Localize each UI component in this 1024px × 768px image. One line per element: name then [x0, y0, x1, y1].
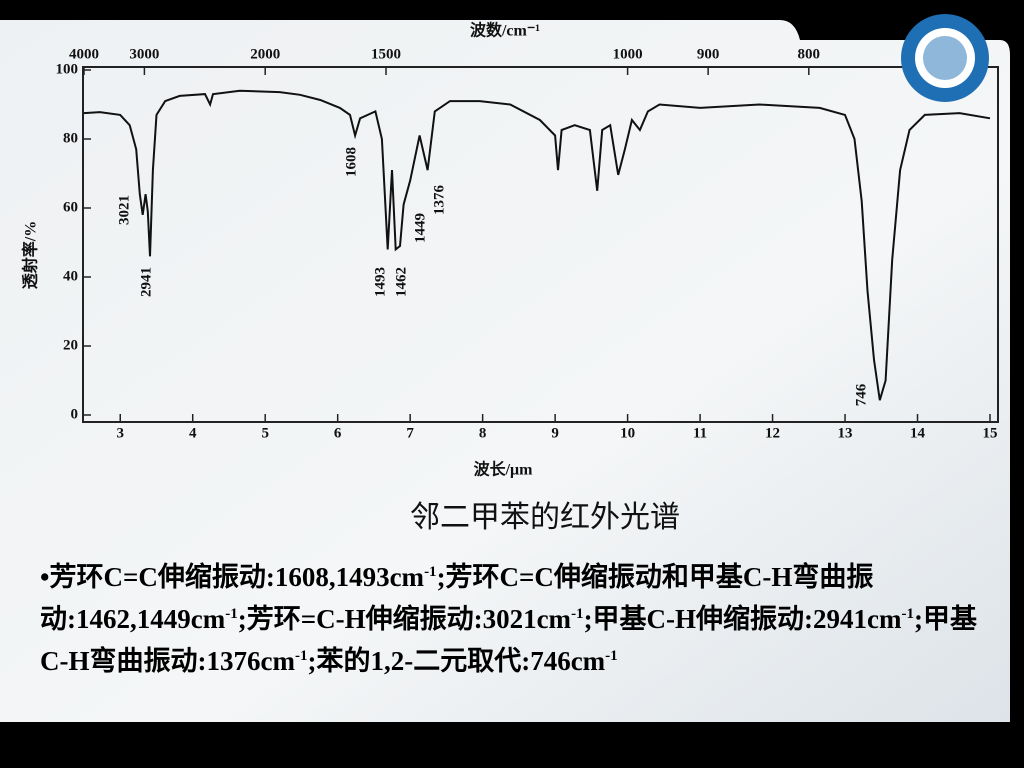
x-tick-label: 3	[116, 425, 124, 441]
y-tick-label: 60	[63, 199, 78, 215]
x2-tick-label: 900	[697, 46, 720, 62]
y-tick-label: 100	[56, 61, 79, 77]
x2-tick-label: 3000	[129, 46, 159, 62]
description-text: ;苯的1,2-二元取代:746cm	[307, 646, 606, 676]
x-tick-label: 9	[551, 425, 559, 441]
superscript: -1	[225, 606, 238, 622]
x2-tick-label: 800	[798, 46, 821, 62]
x2-tick-label: 1500	[371, 46, 401, 62]
x2-axis-label: 波数/cm⁻¹	[470, 21, 540, 40]
peak-label: 1376	[431, 185, 447, 216]
superscript: -1	[605, 648, 618, 664]
superscript: -1	[424, 564, 437, 580]
description-text: ;甲基C-H伸缩振动:2941cm	[583, 604, 902, 634]
x-axis-label: 波长/μm	[474, 460, 534, 479]
x-tick-label: 13	[838, 425, 853, 441]
peak-label: 1608	[343, 147, 359, 177]
superscript: -1	[294, 648, 308, 664]
y-tick-label: 20	[63, 337, 78, 353]
description-text: ;甲基C-H弯曲振动:1376cm	[40, 604, 978, 676]
x-tick-label: 8	[479, 425, 487, 441]
x-tick-label: 4	[189, 425, 197, 441]
spectrum-line	[83, 89, 991, 401]
x-tick-label: 14	[910, 425, 926, 441]
description: •芳环C=C伸缩振动:1608,1493cm-1;芳环C=C伸缩振动和甲基C-H…	[40, 556, 995, 682]
description-text: ;芳环=C-H伸缩振动:3021cm	[237, 604, 572, 634]
x-tick-label: 6	[334, 425, 342, 441]
y-tick-label: 0	[71, 406, 79, 422]
slide-panel	[0, 20, 1010, 722]
x-tick-label: 12	[765, 425, 780, 441]
x-tick-label: 7	[406, 425, 414, 441]
description-text: •芳环C=C伸缩振动:1608,1493cm	[40, 562, 425, 592]
x-tick-label: 10	[620, 425, 635, 441]
peak-label: 1462	[393, 267, 409, 297]
x-tick-label: 15	[983, 425, 998, 441]
superscript: -1	[571, 606, 584, 622]
x2-tick-label: 2000	[250, 46, 280, 62]
caption: 邻二甲苯的红外光谱	[410, 501, 680, 534]
peak-label: 2941	[138, 267, 154, 297]
x2-tick-label: 1000	[613, 46, 643, 62]
peak-label: 1449	[412, 213, 428, 243]
superscript: -1	[901, 606, 915, 622]
peak-label: 746	[853, 383, 869, 406]
y-axis-label: 透射率/%	[21, 221, 40, 289]
plot-frame	[82, 66, 999, 423]
x-tick-label: 5	[261, 425, 269, 441]
y-tick-label: 40	[63, 268, 78, 284]
peak-label: 1493	[372, 267, 388, 297]
x2-tick-label: 4000	[69, 46, 99, 62]
description-text: ;芳环C=C伸缩振动和甲基C-H弯曲振动:1462,1449cm	[40, 562, 874, 634]
x-tick-label: 11	[693, 425, 707, 441]
logo	[901, 14, 989, 102]
y-tick-label: 80	[63, 130, 78, 146]
peak-label: 3021	[116, 195, 132, 225]
